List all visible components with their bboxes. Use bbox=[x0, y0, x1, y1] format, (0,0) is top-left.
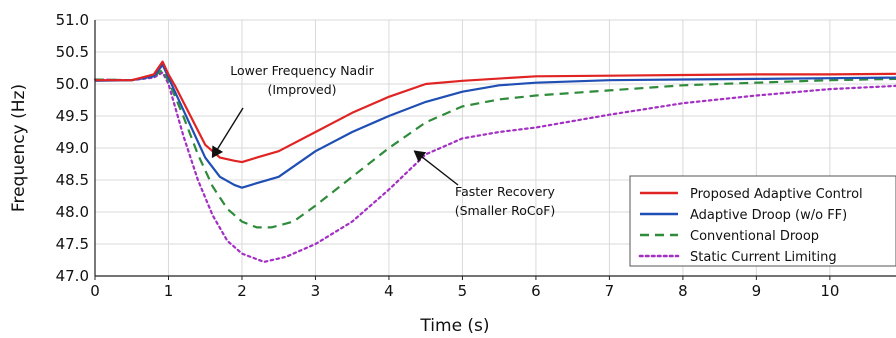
y-tick-label: 47.5 bbox=[56, 235, 89, 253]
x-tick-label: 3 bbox=[311, 282, 321, 300]
series-line-static-current-limiting bbox=[93, 71, 896, 263]
x-axis-label: Time (s) bbox=[419, 316, 489, 336]
annotation-text: Lower Frequency Nadir bbox=[230, 63, 374, 78]
x-tick-label: 0 bbox=[90, 282, 100, 300]
x-tick-label: 4 bbox=[384, 282, 394, 300]
x-tick-label: 8 bbox=[678, 282, 688, 300]
x-tick-label: 2 bbox=[237, 282, 247, 300]
x-tick-label: 5 bbox=[458, 282, 468, 300]
y-tick-label: 49.0 bbox=[56, 139, 89, 157]
legend: Proposed Adaptive Control Adaptive Droop … bbox=[629, 175, 896, 267]
y-tick-label: 51.0 bbox=[56, 11, 89, 29]
annotation-arrow bbox=[211, 107, 244, 159]
series-line-adaptive-droop-w-o-ff bbox=[94, 63, 896, 189]
y-tick-label: 48.5 bbox=[56, 171, 89, 189]
y-tick-label: 47.0 bbox=[56, 267, 89, 285]
x-tick-label: 7 bbox=[605, 282, 615, 300]
x-tick-label: 10 bbox=[820, 282, 839, 300]
x-tick-label: 6 bbox=[531, 282, 541, 300]
annotation-text: (Improved) bbox=[267, 82, 336, 97]
grid-lines bbox=[95, 19, 896, 276]
legend-label: Proposed Adaptive Control bbox=[690, 187, 863, 202]
x-tick-label: 9 bbox=[752, 282, 762, 300]
annotations: Lower Frequency Nadir (Improved) Faster Re… bbox=[211, 63, 556, 218]
y-axis-label: Frequency (Hz) bbox=[9, 84, 29, 212]
y-tick-label: 48.0 bbox=[56, 203, 89, 221]
series-line-conventional-droop bbox=[94, 68, 896, 229]
y-tick-label: 49.5 bbox=[56, 107, 89, 125]
tick-labels: 47.0 47.5 48.0 48.5 49.0 49.5 50.0 50.5 51.0 0 1 2 3… bbox=[56, 11, 840, 300]
axes bbox=[94, 20, 896, 277]
annotation-text: (Smaller RoCoF) bbox=[455, 203, 556, 218]
legend-label: Static Current Limiting bbox=[690, 250, 837, 265]
series-layer bbox=[93, 60, 896, 263]
y-tick-label: 50.0 bbox=[56, 75, 89, 93]
legend-label: Adaptive Droop (w/o FF) bbox=[690, 208, 847, 223]
annotation-text: Faster Recovery bbox=[455, 184, 555, 199]
x-tick-label: 1 bbox=[164, 282, 174, 300]
series-line-proposed-adaptive-control bbox=[95, 60, 896, 164]
y-tick-label: 50.5 bbox=[56, 43, 89, 61]
legend-box bbox=[629, 175, 896, 267]
annotation-arrow bbox=[413, 150, 459, 186]
legend-label: Conventional Droop bbox=[690, 229, 819, 244]
